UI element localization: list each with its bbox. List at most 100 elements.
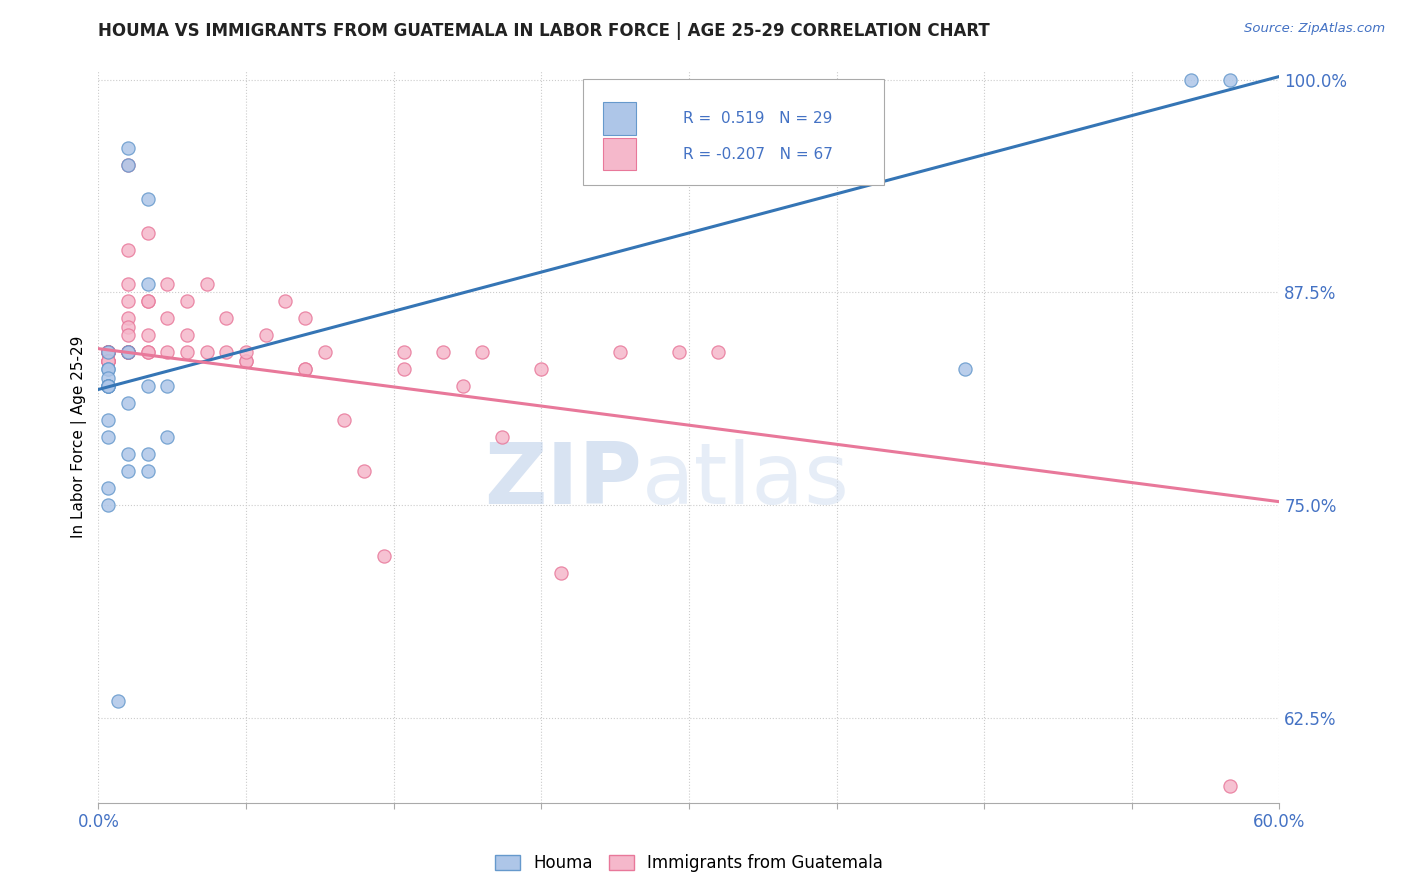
Point <box>176 328 198 343</box>
Point <box>117 345 139 359</box>
Point <box>1219 779 1241 793</box>
Point <box>1180 73 1202 87</box>
Point <box>97 345 120 359</box>
Point <box>117 464 139 478</box>
Point <box>97 353 120 368</box>
Point <box>136 293 159 308</box>
Point <box>432 345 454 359</box>
Point <box>353 464 375 478</box>
Point <box>274 293 297 308</box>
Legend: Houma, Immigrants from Guatemala: Houma, Immigrants from Guatemala <box>488 847 890 879</box>
Point <box>97 362 120 376</box>
Point <box>97 353 120 368</box>
Point <box>176 345 198 359</box>
Point <box>117 345 139 359</box>
Point <box>117 319 139 334</box>
Point <box>97 430 120 444</box>
Point <box>107 694 129 708</box>
Bar <box>603 137 636 170</box>
Point <box>195 345 218 359</box>
Point <box>97 345 120 359</box>
Point <box>117 243 139 257</box>
Point <box>136 345 159 359</box>
Point <box>176 293 198 308</box>
Point <box>97 345 120 359</box>
Point <box>97 345 120 359</box>
Point <box>491 430 513 444</box>
Point <box>668 345 690 359</box>
Point <box>294 311 316 326</box>
Point <box>117 311 139 326</box>
Point <box>136 447 159 461</box>
Point <box>392 345 415 359</box>
Point <box>550 566 572 581</box>
Point <box>235 345 257 359</box>
Point <box>156 379 179 393</box>
Point <box>156 430 179 444</box>
Point <box>136 277 159 291</box>
Point <box>156 345 179 359</box>
Point <box>97 345 120 359</box>
Point <box>117 345 139 359</box>
Point <box>97 345 120 359</box>
Point <box>97 413 120 427</box>
Point <box>117 345 139 359</box>
Point <box>117 158 139 172</box>
Point <box>97 362 120 376</box>
Point <box>117 141 139 155</box>
Point <box>215 345 238 359</box>
Point <box>136 379 159 393</box>
Point <box>97 481 120 495</box>
Point <box>117 345 139 359</box>
Point <box>97 345 120 359</box>
Point <box>117 447 139 461</box>
Point <box>953 362 976 376</box>
Point <box>530 362 553 376</box>
Point <box>1219 73 1241 87</box>
Point <box>97 498 120 512</box>
Point <box>136 192 159 206</box>
Point <box>235 353 257 368</box>
Point <box>97 379 120 393</box>
Text: Source: ZipAtlas.com: Source: ZipAtlas.com <box>1244 22 1385 36</box>
Point <box>294 362 316 376</box>
Point <box>136 464 159 478</box>
Point <box>156 311 179 326</box>
Point <box>97 345 120 359</box>
Point <box>97 353 120 368</box>
Point <box>97 379 120 393</box>
Point <box>451 379 474 393</box>
Point <box>117 158 139 172</box>
Point <box>254 328 277 343</box>
Point <box>136 293 159 308</box>
Point <box>97 370 120 384</box>
Point <box>117 345 139 359</box>
Point <box>97 353 120 368</box>
Point <box>707 345 730 359</box>
Y-axis label: In Labor Force | Age 25-29: In Labor Force | Age 25-29 <box>72 336 87 538</box>
Point <box>97 353 120 368</box>
Point <box>136 345 159 359</box>
Text: R = -0.207   N = 67: R = -0.207 N = 67 <box>683 146 832 161</box>
Text: R =  0.519   N = 29: R = 0.519 N = 29 <box>683 112 832 127</box>
Text: ZIP: ZIP <box>484 440 641 523</box>
Point <box>117 277 139 291</box>
FancyBboxPatch shape <box>582 78 884 185</box>
Point <box>392 362 415 376</box>
Point <box>314 345 336 359</box>
Text: atlas: atlas <box>641 440 849 523</box>
Text: HOUMA VS IMMIGRANTS FROM GUATEMALA IN LABOR FORCE | AGE 25-29 CORRELATION CHART: HOUMA VS IMMIGRANTS FROM GUATEMALA IN LA… <box>98 22 990 40</box>
Point <box>136 226 159 240</box>
Point <box>373 549 395 563</box>
Bar <box>603 103 636 136</box>
Point <box>117 345 139 359</box>
Point <box>136 328 159 343</box>
Point <box>294 362 316 376</box>
Point <box>235 353 257 368</box>
Point <box>609 345 631 359</box>
Point <box>333 413 356 427</box>
Point <box>156 277 179 291</box>
Point <box>195 277 218 291</box>
Point <box>117 293 139 308</box>
Point <box>117 328 139 343</box>
